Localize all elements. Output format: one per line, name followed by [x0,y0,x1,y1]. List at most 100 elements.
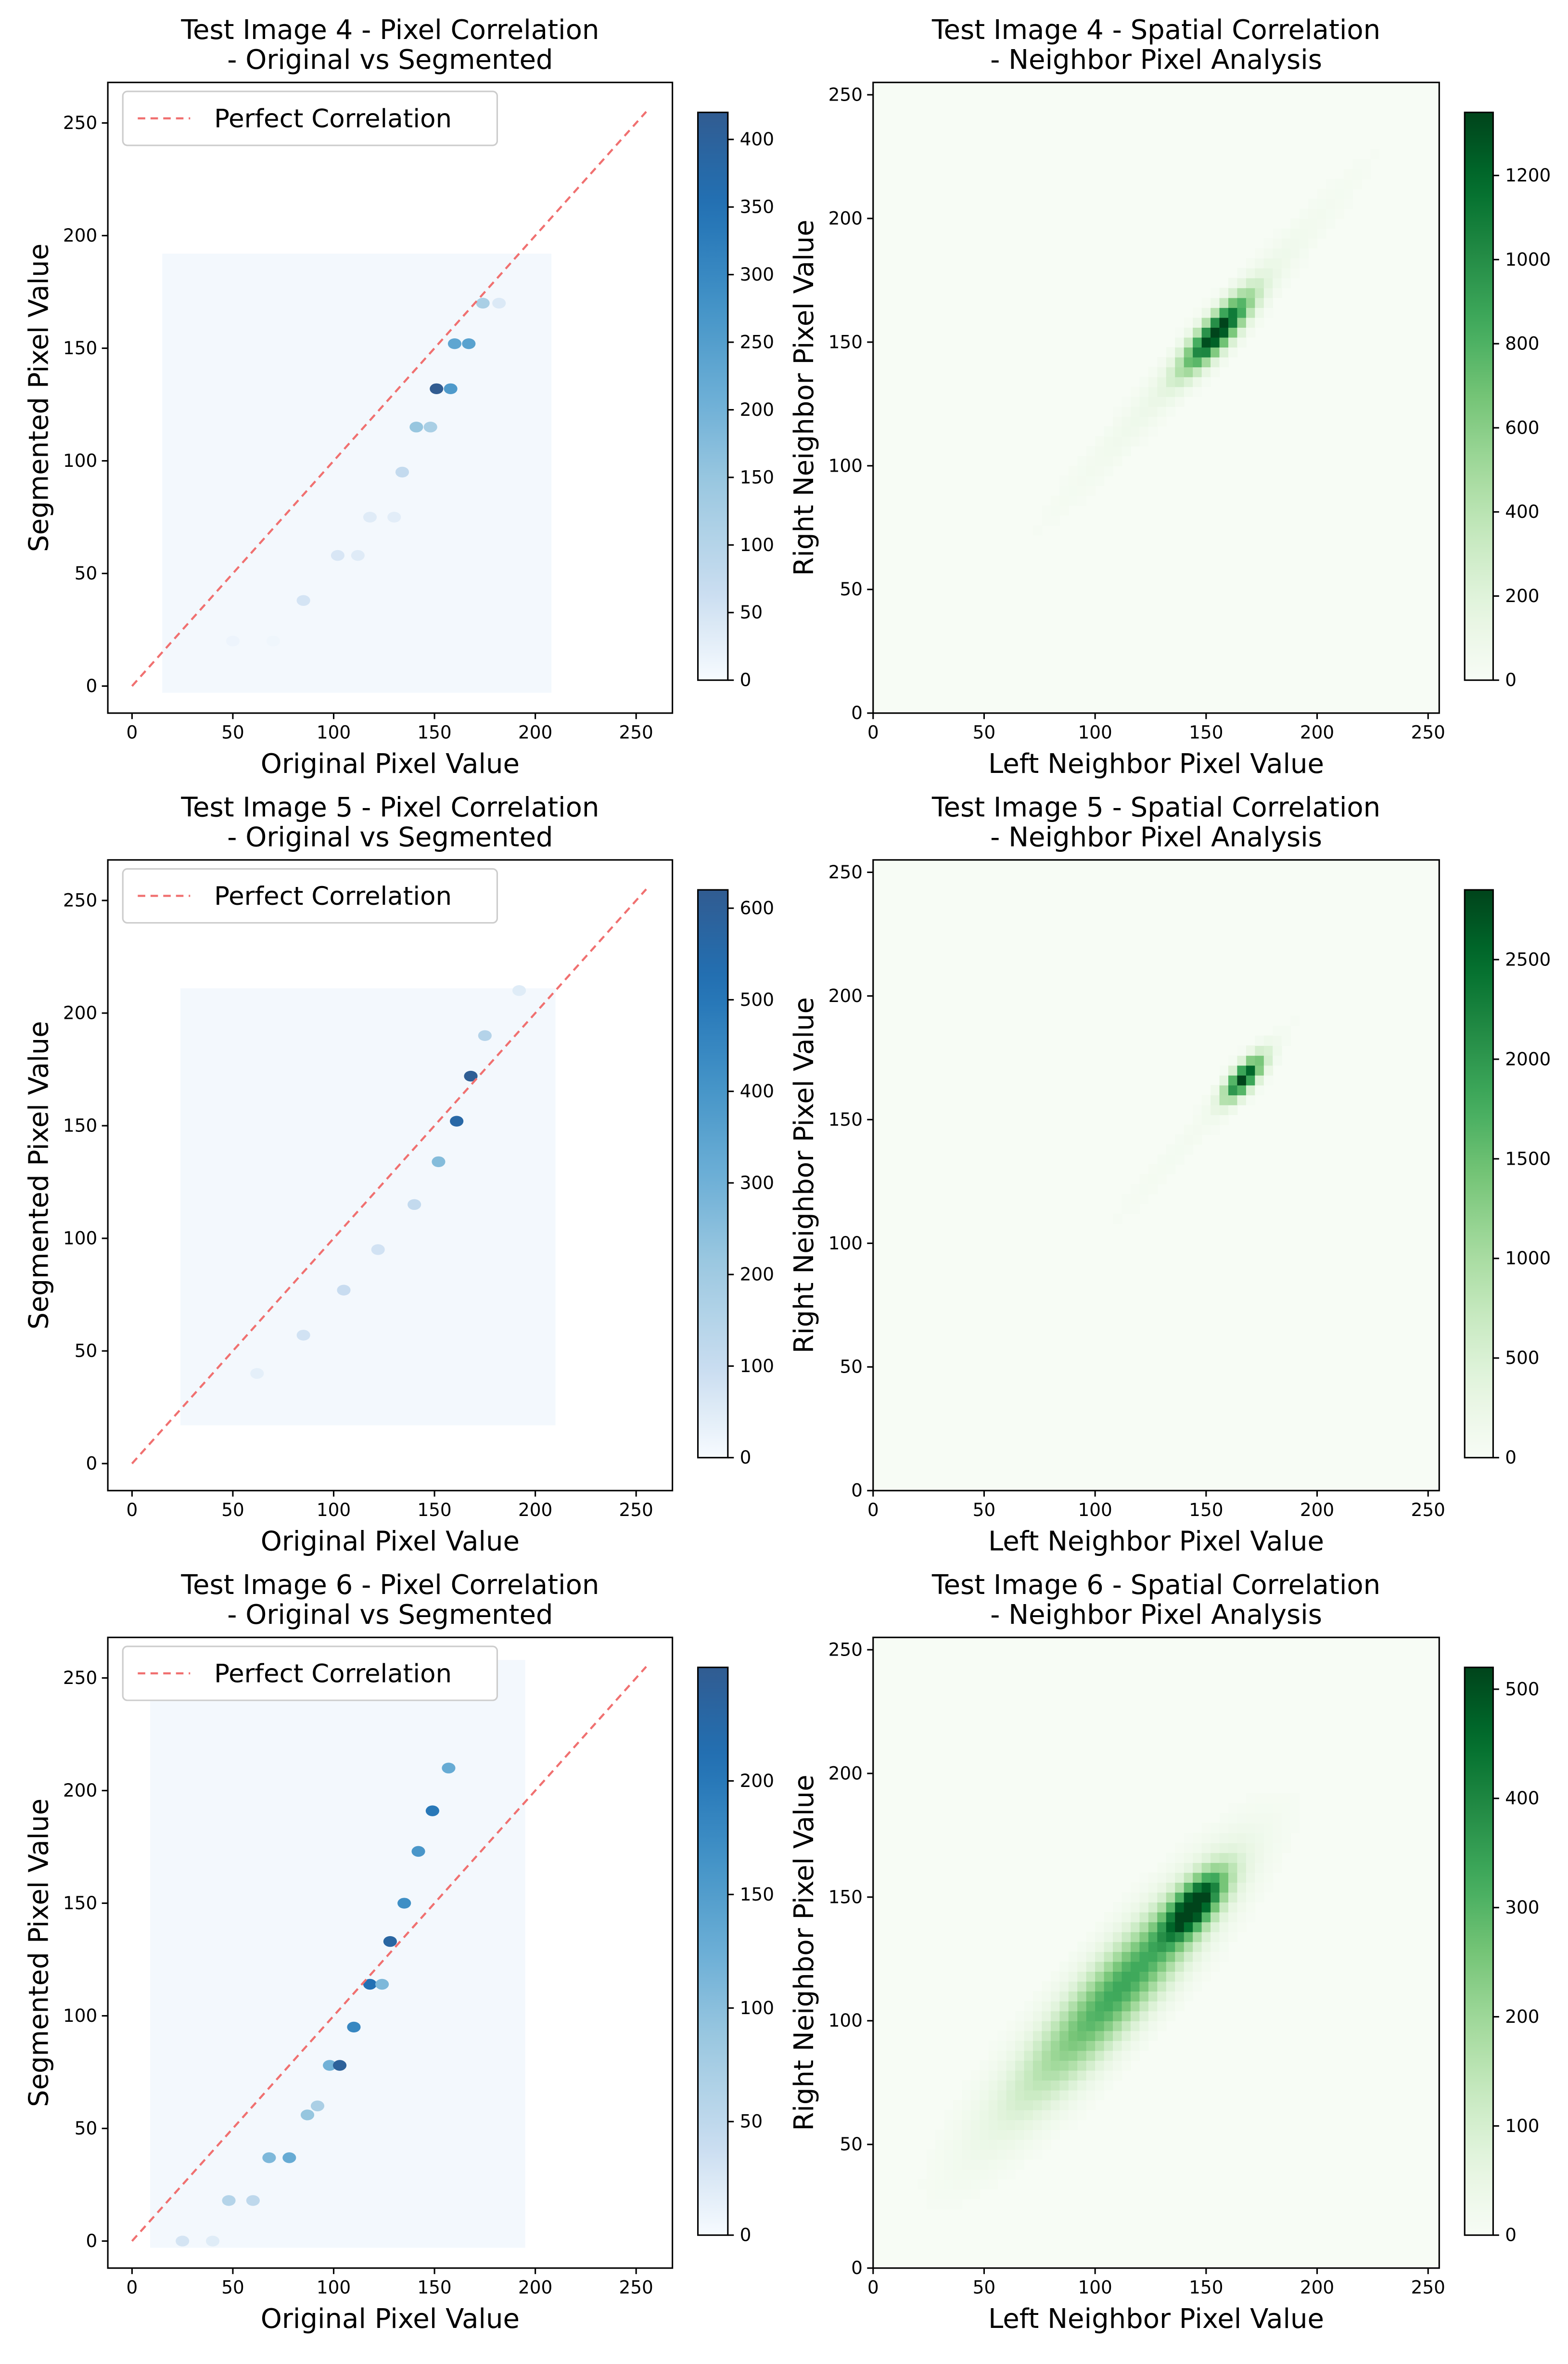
hist-bin [1184,376,1194,387]
hist-bin [1157,1951,1167,1962]
hist-bin [1033,2139,1043,2150]
hist-bin [1193,1833,1202,1843]
hist-bin [1228,1842,1238,1853]
hexbin-cell [331,550,344,561]
colorbar: 0 200 400 600 800 1000 1200 [1464,111,1551,691]
hist-bin [1086,2050,1096,2061]
hist-bin [1042,2100,1051,2110]
hist-bin [1113,1931,1122,1942]
hist-bin [1317,198,1326,209]
hist-bin [1095,1961,1105,1972]
y-tick-label: 250 [829,84,863,105]
hist-bin [1086,1981,1096,1992]
hist-bin [1201,1833,1211,1843]
hist-bin [1193,357,1202,368]
hist-bin [1059,2120,1069,2130]
hist-bin [1148,1174,1158,1184]
hist-bin [1113,1951,1122,1962]
hist-bin [1184,357,1194,368]
hist-bin [1042,2030,1051,2041]
hist-bin [1246,1065,1256,1076]
hist-bin [1068,2001,1078,2012]
hist-bin [1086,465,1096,476]
hist-bin [1228,278,1238,288]
hist-bin [1201,307,1211,318]
hist-bin [1042,2040,1051,2051]
hist-bin [1157,1862,1167,1873]
hist-bin [1068,2030,1078,2041]
hist-bin [1201,1842,1211,1853]
hist-bin [1228,1882,1238,1893]
hist-bin [1157,1164,1167,1175]
hist-bin [1130,1931,1140,1942]
hist-bin [1193,376,1202,387]
perfect-correlation-line [131,888,647,1465]
hist-bin [1104,1931,1113,1942]
axes-frame [872,81,1440,714]
hist-bin [1148,1183,1158,1195]
hist-bin [1246,1833,1256,1843]
hist-bin [1273,1026,1282,1036]
hist-bin [1148,2030,1158,2041]
plot-area [131,1660,647,2248]
hist-bin [1015,2020,1025,2031]
hist-bin [1201,1852,1211,1863]
hist-bin [1219,307,1229,318]
y-tick-label: 0 [851,702,863,723]
hist-bin [1086,2080,1096,2091]
hist-bin [1263,1035,1274,1046]
hist-bin [1024,2050,1033,2061]
hist-bin [1122,1981,1131,1992]
hexbin-cell [432,1156,446,1168]
axes-frame [107,81,674,714]
hist-bin [1077,2100,1087,2110]
hist-bin [1122,1961,1131,1972]
hist-bin [1175,1154,1185,1165]
hist-bin [1281,1813,1291,1824]
hist-bin [970,2139,981,2150]
hexbin-cell [296,595,310,606]
hist-bin [1308,208,1318,219]
hist-bin [1273,248,1282,259]
hist-bin [1122,2040,1131,2051]
hist-bin [997,2060,1007,2071]
hist-bin [1104,2011,1113,2021]
hexbin-cell [375,1979,389,1990]
hist-bin [1211,1882,1220,1893]
hist-bin [1175,1991,1185,2002]
hist-bin [1086,1941,1096,1952]
hist-bin [1184,1833,1194,1843]
hist-bin [1104,2030,1113,2041]
hist-bin [1263,268,1274,279]
hist-bin [1015,2040,1025,2051]
hist-bin [1122,426,1131,437]
hist-bin [1237,1902,1247,1913]
hist-bin [1237,1882,1247,1893]
hist-bin [1308,228,1318,239]
hist-bin [1246,317,1256,328]
hist-bin [1059,2109,1069,2120]
hist-bin [1139,1892,1149,1903]
hist-bin [1139,396,1149,407]
hist-bin [1166,1981,1176,1992]
hist-bin [1122,1991,1131,2002]
hist-bin [1184,1991,1194,2002]
hist-bin [1148,426,1158,437]
hist-bin [1193,386,1202,397]
hist-bin [1068,485,1078,496]
hist-bin [1033,2080,1043,2091]
hist-bin [1148,1912,1158,1923]
hist-bin [1343,189,1353,199]
hist-bin [1184,1981,1194,1992]
hist-bin [1290,268,1300,279]
hist-bin [1201,1961,1211,1972]
hist-bin [1139,416,1149,427]
hist-bin [1255,1872,1264,1883]
hist-bin [1113,1991,1122,2002]
hist-bin [1050,2090,1060,2101]
hist-bin [1130,1892,1140,1903]
hist-bin [1263,1075,1274,1086]
x-tick-label: 250 [1411,1499,1445,1520]
hist-bin [1237,1872,1247,1883]
hist-bin [1290,228,1300,239]
